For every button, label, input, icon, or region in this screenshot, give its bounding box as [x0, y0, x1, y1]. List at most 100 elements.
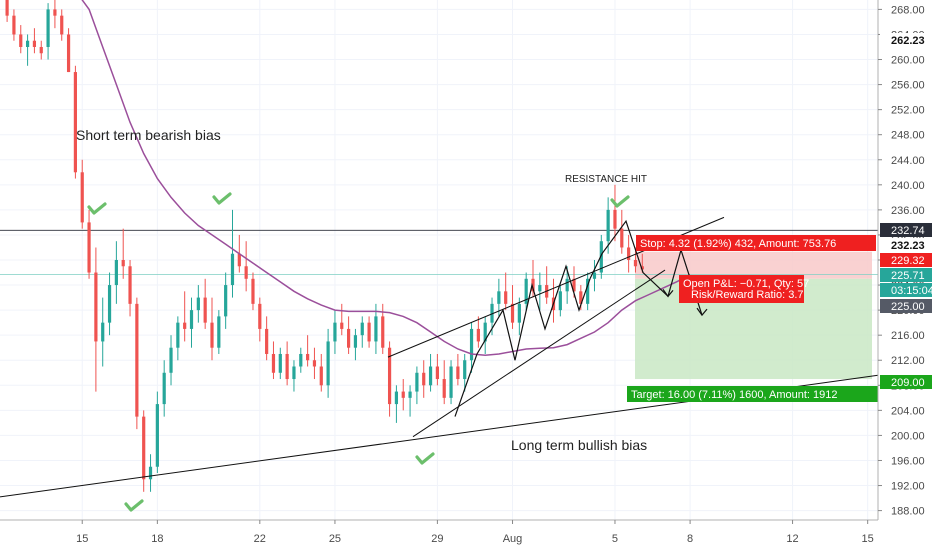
candle-body [169, 347, 173, 373]
candle-body [312, 360, 317, 367]
horizontal-lines [0, 229, 878, 275]
candle-body [456, 366, 460, 380]
price-tick-label: 200.00 [891, 430, 925, 442]
candle-body [230, 253, 235, 286]
candle-body [258, 303, 262, 329]
time-tick-label: 25 [329, 533, 341, 545]
price-tick-label: 252.00 [891, 105, 925, 117]
candle-body [53, 9, 57, 16]
candle-body [415, 372, 419, 392]
check-icon [124, 499, 144, 512]
candle-body [155, 404, 159, 467]
pnl-label-bg[interactable] [679, 275, 804, 303]
candle-body [394, 391, 399, 405]
candle-body [538, 285, 542, 292]
candle-body [435, 366, 439, 380]
candle-body [428, 366, 433, 386]
target-label: Target: 16.00 (7.11%) 1600, Amount: 1912 [631, 389, 838, 401]
time-tick-label: 18 [151, 533, 163, 545]
candle-body [73, 72, 77, 173]
candle-body [599, 241, 603, 273]
candle-body [572, 278, 576, 292]
price-tick-label: 192.00 [891, 481, 925, 493]
candle-body [46, 9, 50, 47]
stop-label-bg[interactable] [636, 235, 876, 251]
candle-body [524, 278, 528, 304]
candle-body [592, 272, 597, 279]
projection-arrowhead-1 [696, 307, 708, 317]
candle-body [66, 34, 71, 73]
annotation-long-term: Long term bullish bias [511, 437, 647, 453]
candle-body [128, 266, 132, 304]
time-tick-label: 15 [862, 533, 874, 545]
candle-body [422, 372, 426, 386]
projection-arrowhead-0 [662, 288, 674, 298]
candle-body [25, 40, 30, 47]
candle-body [353, 335, 358, 348]
candle-body [558, 291, 562, 311]
price-label-text: 232.23 [891, 240, 925, 252]
candle-body [387, 347, 392, 405]
candle-body [244, 266, 248, 279]
candle-body [469, 328, 474, 361]
price-tick-label: 212.00 [891, 355, 925, 367]
candle-body [107, 285, 112, 323]
candle-body [210, 322, 214, 348]
candle-body [319, 366, 323, 386]
price-tick-label: 256.00 [891, 80, 925, 92]
price-tick-label: 244.00 [891, 155, 925, 167]
price-tick-label: 268.00 [891, 4, 925, 16]
time-tick-label: 8 [687, 533, 693, 545]
candle-body [80, 172, 84, 223]
time-tick-label: 12 [786, 533, 798, 545]
candle-body [490, 303, 494, 323]
price-tick-label: 236.00 [891, 205, 925, 217]
candle-body [476, 328, 480, 342]
candle-body [408, 391, 412, 398]
candle-body [176, 322, 180, 348]
time-tick-label: 15 [76, 533, 88, 545]
price-label-text: 225.71 [891, 270, 925, 282]
time-axis[interactable] [0, 519, 932, 550]
candle-body [620, 228, 624, 248]
candle-body [265, 328, 269, 354]
candle-body [360, 322, 364, 336]
candle-body [374, 316, 378, 342]
annotation-resistance: RESISTANCE HIT [565, 174, 647, 185]
candle-body [12, 15, 16, 35]
candle-body [203, 297, 207, 323]
candle-body [640, 266, 644, 270]
candle-body [340, 322, 344, 329]
candle-body [19, 34, 23, 47]
candle-body [32, 40, 37, 47]
candle-body [101, 322, 105, 342]
candle-body [306, 353, 310, 361]
candle-body [510, 303, 515, 323]
price-tick-label: 188.00 [891, 506, 925, 518]
candle-body [504, 291, 508, 304]
candle-body [87, 222, 91, 273]
candle-body [148, 466, 153, 480]
candle-body [606, 209, 610, 242]
target-label-bg[interactable] [627, 386, 880, 402]
price-tick-label: 216.00 [891, 330, 925, 342]
price-label-bg [880, 375, 932, 389]
candle-body [278, 353, 282, 373]
candle-body [633, 260, 638, 267]
candle-body [285, 353, 289, 380]
candle-body [347, 328, 351, 348]
annotation-short-term: Short term bearish bias [76, 127, 221, 143]
candle-body [189, 310, 194, 329]
candle-body [217, 316, 221, 348]
candle-body [381, 316, 385, 348]
candle-body [224, 285, 228, 317]
price-label-text: 225.00 [891, 301, 925, 313]
candle-body [333, 322, 337, 342]
candle-body [586, 278, 590, 304]
candle-body [94, 272, 98, 342]
candle-body [449, 366, 453, 398]
candle-body [39, 46, 43, 54]
candle-body [114, 260, 118, 286]
check-icon [212, 192, 232, 205]
